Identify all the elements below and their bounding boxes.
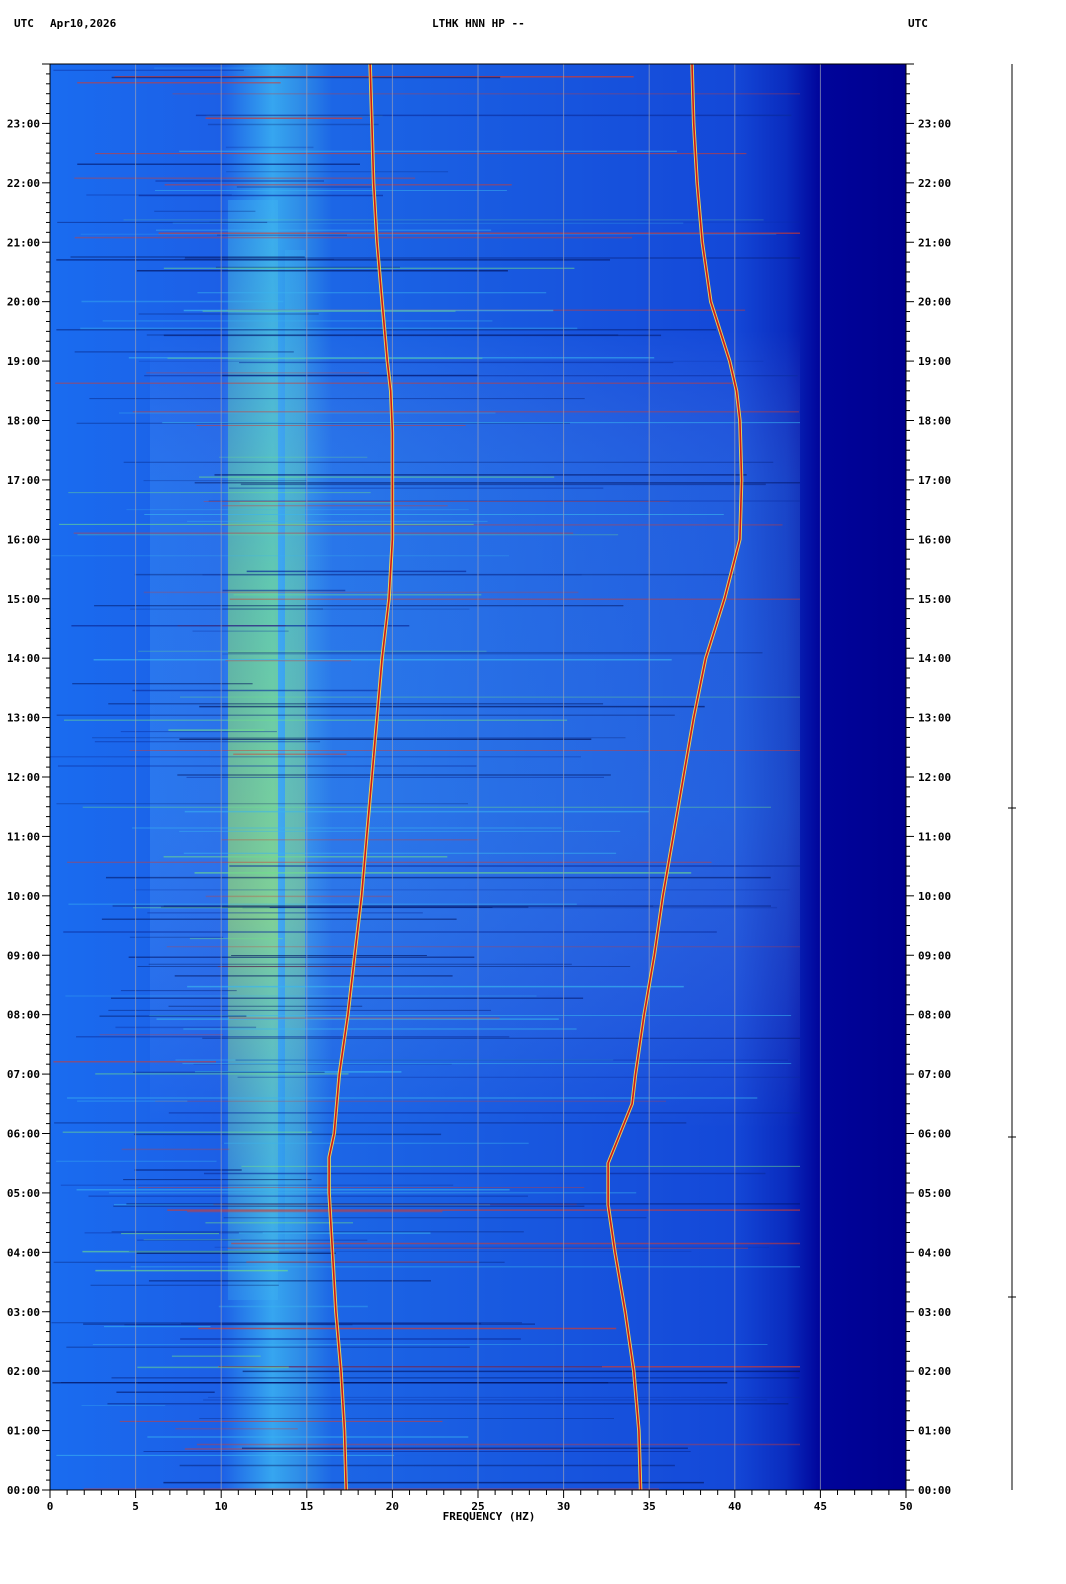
y-tick-label-right: 01:00	[918, 1425, 951, 1438]
y-tick-label-right: 19:00	[918, 355, 951, 368]
y-tick-label-right: 16:00	[918, 533, 951, 546]
y-tick-label-left: 01:00	[7, 1425, 40, 1438]
horizontal-streaks	[50, 67, 800, 1490]
y-tick-label-right: 05:00	[918, 1187, 951, 1200]
y-tick-label-right: 17:00	[918, 474, 951, 487]
x-tick-label: 15	[300, 1500, 313, 1513]
y-tick-label-right: 07:00	[918, 1068, 951, 1081]
y-tick-label-left: 20:00	[7, 296, 40, 309]
x-axis-title: FREQUENCY (HZ)	[443, 1510, 536, 1523]
y-tick-label-left: 16:00	[7, 533, 40, 546]
energy-band-13hz	[228, 200, 278, 1300]
y-tick-label-left: 13:00	[7, 712, 40, 725]
x-tick-label: 0	[47, 1500, 54, 1513]
y-tick-label-right: 15:00	[918, 593, 951, 606]
y-tick-label-right: 12:00	[918, 771, 951, 784]
y-tick-label-left: 11:00	[7, 830, 40, 843]
x-tick-label: 40	[728, 1500, 741, 1513]
y-tick-label-left: 12:00	[7, 771, 40, 784]
left-timezone-label: UTC	[14, 17, 34, 30]
y-tick-label-right: 06:00	[918, 1128, 951, 1141]
axes: 0 5 10 15 20 25 30 35 40 45 50 00:00 00:00 01:00 01:00…	[7, 63, 951, 1513]
x-tick-label: 35	[643, 1500, 656, 1513]
y-tick-label-left: 00:00	[7, 1484, 40, 1497]
y-tick-label-left: 14:00	[7, 652, 40, 665]
peak-series-2	[607, 63, 743, 1491]
y-tick-label-right: 04:00	[918, 1246, 951, 1259]
y-tick-label-left: 17:00	[7, 474, 40, 487]
y-tick-label-right: 09:00	[918, 949, 951, 962]
y-tick-label-left: 09:00	[7, 949, 40, 962]
y-tick-label-right: 21:00	[918, 236, 951, 249]
peak-series-1	[328, 63, 394, 1491]
y-tick-label-left: 18:00	[7, 415, 40, 428]
y-tick-label-right: 20:00	[918, 296, 951, 309]
y-tick-label-right: 08:00	[918, 1009, 951, 1022]
y-tick-label-left: 02:00	[7, 1365, 40, 1378]
x-tick-label: 45	[814, 1500, 827, 1513]
x-tick-label: 30	[557, 1500, 570, 1513]
y-tick-label-right: 13:00	[918, 712, 951, 725]
y-tick-label-right: 00:00	[918, 1484, 951, 1497]
x-tick-label: 5	[132, 1500, 139, 1513]
x-tick-label: 50	[899, 1500, 912, 1513]
right-timezone-label: UTC	[908, 17, 928, 30]
y-tick-label-right: 22:00	[918, 177, 951, 190]
x-tick-label: 25	[471, 1500, 484, 1513]
y-tick-label-left: 05:00	[7, 1187, 40, 1200]
y-tick-label-left: 19:00	[7, 355, 40, 368]
date-label: Apr10,2026	[50, 17, 117, 30]
x-tick-label: 10	[215, 1500, 228, 1513]
x-tick-label: 20	[386, 1500, 399, 1513]
y-tick-label-left: 08:00	[7, 1009, 40, 1022]
y-tick-label-left: 22:00	[7, 177, 40, 190]
y-tick-label-left: 07:00	[7, 1068, 40, 1081]
grid-lines	[135, 64, 821, 1490]
y-tick-label-left: 23:00	[7, 117, 40, 130]
y-tick-label-left: 15:00	[7, 593, 40, 606]
y-tick-label-left: 06:00	[7, 1128, 40, 1141]
y-tick-label-right: 18:00	[918, 415, 951, 428]
y-tick-label-right: 14:00	[918, 652, 951, 665]
y-tick-label-left: 10:00	[7, 890, 40, 903]
y-tick-label-left: 21:00	[7, 236, 40, 249]
y-tick-label-right: 02:00	[918, 1365, 951, 1378]
peak-frequency-series	[327, 63, 744, 1491]
station-title: LTHK HNN HP --	[432, 17, 525, 30]
y-tick-label-left: 03:00	[7, 1306, 40, 1319]
y-tick-label-left: 04:00	[7, 1246, 40, 1259]
y-tick-label-right: 10:00	[918, 890, 951, 903]
energy-band-14hz	[285, 250, 305, 1250]
y-tick-label-right: 11:00	[918, 830, 951, 843]
y-tick-label-right: 23:00	[918, 117, 951, 130]
y-tick-label-right: 03:00	[918, 1306, 951, 1319]
